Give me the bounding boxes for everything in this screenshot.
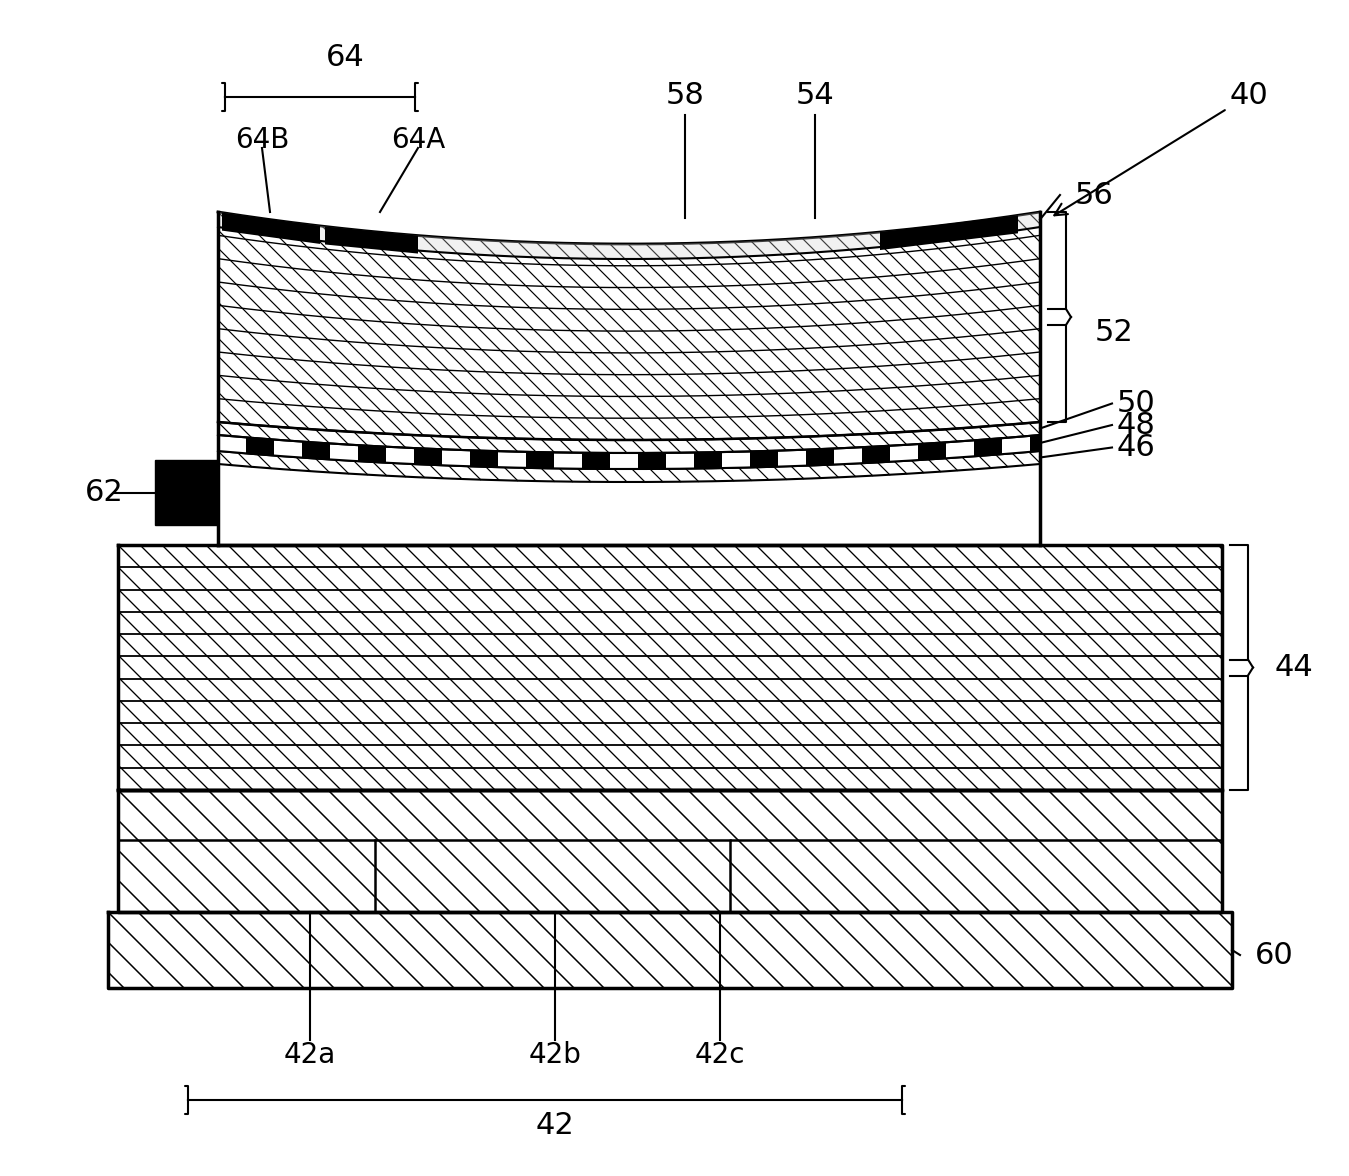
Text: 48: 48 [1117, 410, 1156, 440]
Text: 54: 54 [796, 80, 835, 109]
Polygon shape [108, 913, 1232, 988]
Text: 42c: 42c [695, 1041, 745, 1069]
Text: 46: 46 [1117, 433, 1156, 462]
Text: 64B: 64B [235, 126, 289, 154]
Text: 44: 44 [1275, 653, 1314, 682]
Text: 52: 52 [1095, 318, 1133, 347]
Text: 62: 62 [85, 477, 124, 507]
Polygon shape [117, 790, 1222, 913]
Text: 64: 64 [325, 42, 364, 72]
Text: 58: 58 [665, 80, 704, 109]
Text: 56: 56 [1075, 180, 1114, 209]
Text: 40: 40 [1055, 80, 1269, 215]
Text: 42: 42 [536, 1110, 575, 1140]
Polygon shape [117, 544, 1222, 790]
Text: 64A: 64A [391, 126, 445, 154]
Text: 50: 50 [1117, 389, 1156, 417]
Text: 42b: 42b [529, 1041, 581, 1069]
Polygon shape [155, 460, 219, 524]
Text: 42a: 42a [283, 1041, 336, 1069]
Text: 60: 60 [1255, 941, 1294, 969]
